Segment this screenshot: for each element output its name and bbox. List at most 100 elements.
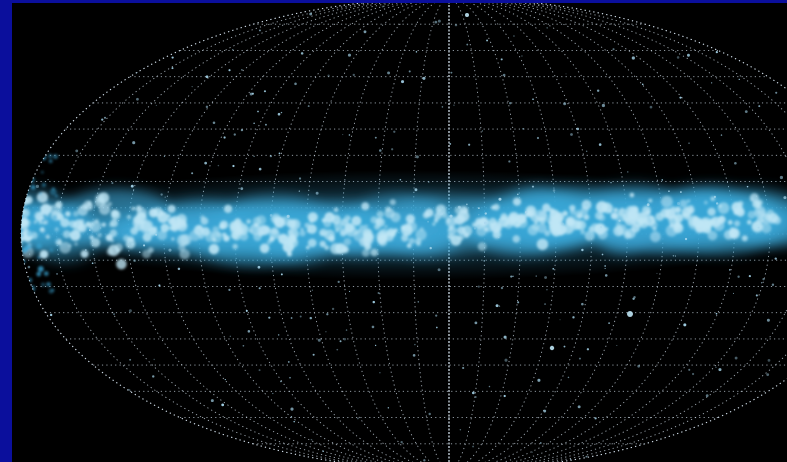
star: [90, 101, 93, 104]
star: [412, 354, 416, 357]
star: [158, 284, 161, 287]
star: [483, 221, 487, 225]
band-clump: [648, 198, 653, 203]
band-clump: [43, 271, 49, 277]
band-clump: [182, 223, 187, 228]
band-clump: [85, 221, 91, 227]
star: [757, 226, 760, 229]
star: [133, 190, 135, 192]
star: [472, 445, 474, 448]
star: [81, 39, 83, 41]
band-clump: [517, 217, 528, 229]
star: [264, 123, 267, 126]
star: [688, 16, 691, 20]
star: [679, 96, 682, 99]
band-clump: [196, 224, 203, 231]
band-clump: [232, 243, 238, 250]
band-clump: [108, 222, 114, 228]
band-clump: [476, 225, 487, 237]
band-clump: [480, 219, 485, 223]
star: [766, 69, 769, 71]
band-clump: [219, 223, 226, 230]
star: [563, 345, 566, 348]
band-clump: [52, 214, 58, 221]
star: [612, 48, 615, 51]
star: [498, 305, 501, 307]
band-clump: [343, 238, 352, 246]
band-clump: [264, 226, 271, 233]
star: [767, 359, 771, 362]
star: [581, 302, 584, 306]
star: [577, 405, 581, 409]
band-clump: [21, 177, 24, 181]
star: [322, 450, 324, 452]
star: [309, 12, 313, 16]
star: [212, 121, 216, 125]
star: [546, 289, 548, 291]
star: [234, 457, 237, 461]
star: [117, 219, 120, 222]
band-clump: [269, 228, 280, 240]
band-clump: [65, 211, 71, 217]
star: [379, 372, 381, 374]
star: [310, 438, 313, 441]
band-clump: [37, 265, 44, 273]
band-clump: [649, 220, 658, 229]
band-clump: [50, 204, 63, 216]
band-clump: [458, 235, 464, 241]
star: [498, 197, 502, 201]
band-clump: [15, 283, 20, 288]
star: [27, 265, 31, 269]
band-clump: [437, 208, 442, 213]
band-clump: [45, 234, 50, 239]
star: [546, 27, 548, 29]
band-clump: [180, 234, 192, 246]
star: [377, 291, 380, 295]
star: [415, 51, 418, 53]
star: [258, 167, 262, 171]
star: [688, 142, 690, 144]
star: [720, 134, 723, 136]
band-clump: [406, 243, 412, 249]
band-clump: [77, 205, 89, 216]
star: [143, 244, 146, 247]
star: [233, 133, 236, 136]
star: [111, 289, 114, 291]
star: [596, 89, 600, 92]
star: [601, 253, 604, 256]
star: [718, 368, 722, 372]
band-clump: [49, 247, 54, 253]
star: [307, 105, 310, 108]
star: [715, 312, 718, 315]
band-clump: [434, 218, 439, 223]
band-clump: [610, 212, 618, 220]
star: [537, 378, 541, 382]
band-clump: [548, 221, 552, 225]
band-clump: [126, 214, 132, 220]
star: [766, 373, 770, 377]
star: [83, 3, 86, 5]
star: [286, 214, 290, 218]
band-clump: [39, 227, 45, 233]
star: [466, 43, 469, 46]
band-clump: [289, 219, 301, 230]
star: [257, 265, 261, 269]
star: [379, 149, 382, 152]
star: [85, 249, 87, 251]
band-clump: [727, 220, 733, 225]
star: [531, 451, 533, 453]
band-clump: [631, 223, 640, 233]
band-clump: [14, 208, 20, 214]
star: [157, 21, 159, 24]
star: [478, 214, 480, 216]
band-clump: [33, 220, 38, 224]
star: [415, 155, 419, 159]
star: [758, 105, 761, 108]
star: [381, 5, 384, 8]
star: [713, 195, 717, 198]
band-clump: [36, 271, 42, 277]
star: [343, 337, 347, 341]
band-clump: [728, 227, 740, 240]
band-clump: [200, 217, 209, 225]
band-clump: [319, 240, 326, 248]
